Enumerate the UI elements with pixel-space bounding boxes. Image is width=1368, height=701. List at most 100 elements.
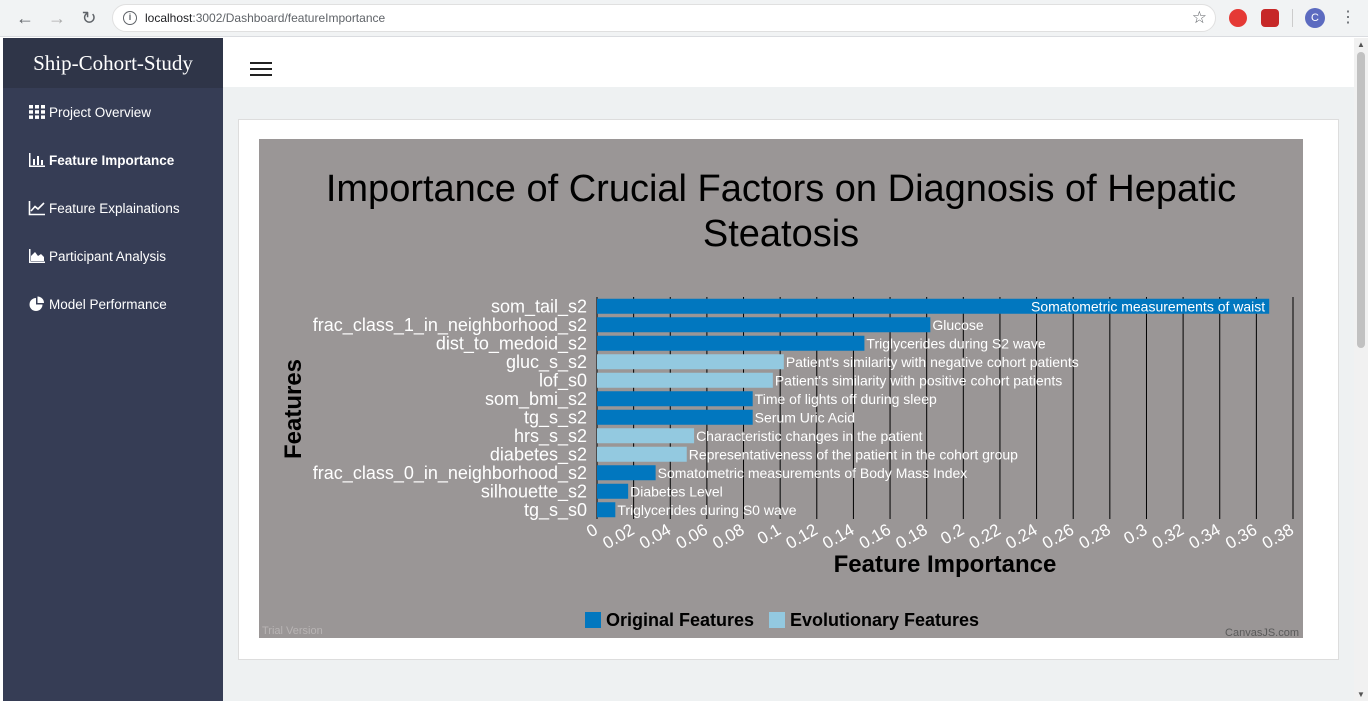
bar <box>597 298 1270 314</box>
bar <box>597 372 773 388</box>
page-scrollbar[interactable]: ▲ ▼ <box>1354 38 1368 701</box>
category-label: frac_class_0_in_neighborhood_s2 <box>313 463 587 484</box>
data-label: Somatometric measurements of waist <box>1031 298 1265 314</box>
data-label: Patient's similarity with positive cohor… <box>775 372 1062 388</box>
legend-label: Evolutionary Features <box>790 610 979 630</box>
opera-extension-icon[interactable] <box>1229 9 1247 27</box>
data-label: Diabetes Level <box>630 483 723 499</box>
legend-label: Original Features <box>606 610 754 630</box>
data-label: Somatometric measurements of Body Mass I… <box>658 465 968 481</box>
x-tick-label: 0.02 <box>599 520 637 553</box>
sidebar-item-participant-analysis[interactable]: Participant Analysis <box>3 232 223 280</box>
area-chart-icon <box>28 248 46 264</box>
data-label: Triglycerides during S2 wave <box>866 335 1045 351</box>
category-label: som_bmi_s2 <box>485 389 587 410</box>
x-tick-label: 0.34 <box>1186 520 1224 553</box>
data-label: Glucose <box>932 317 984 333</box>
x-tick-label: 0.24 <box>1002 520 1040 553</box>
data-label: Characteristic changes in the patient <box>696 428 923 444</box>
bar <box>597 465 656 481</box>
x-tick-label: 0.14 <box>819 520 857 553</box>
sidebar-item-label: Participant Analysis <box>49 248 167 264</box>
watermark-left: Trial Version <box>262 625 323 637</box>
scroll-thumb[interactable] <box>1357 52 1365 348</box>
x-tick-label: 0.08 <box>709 520 747 553</box>
pie-chart-icon <box>28 296 46 312</box>
sidebar-item-label: Feature Importance <box>49 152 175 168</box>
legend-swatch <box>769 612 785 628</box>
sidebar-item-project-overview[interactable]: Project Overview <box>3 88 223 136</box>
data-label: Patient's similarity with negative cohor… <box>786 354 1079 370</box>
x-tick-label: 0.1 <box>754 520 784 548</box>
x-tick-label: 0.36 <box>1222 520 1260 553</box>
x-tick-label: 0.18 <box>893 520 931 553</box>
category-label: gluc_s_s2 <box>506 352 587 373</box>
sidebar-item-label: Feature Explainations <box>49 200 180 216</box>
legend-swatch <box>585 612 601 628</box>
scroll-up-arrow-icon[interactable]: ▲ <box>1357 40 1365 49</box>
reload-icon[interactable]: ↻ <box>81 7 97 28</box>
x-tick-label: 0.38 <box>1259 520 1297 553</box>
brand-title[interactable]: Ship-Cohort-Study <box>3 38 223 88</box>
top-navbar <box>223 38 1354 87</box>
scroll-down-arrow-icon[interactable]: ▼ <box>1357 690 1365 699</box>
back-arrow-icon[interactable]: ← <box>16 7 34 28</box>
chart-title: Importance of Crucial Factors on Diagnos… <box>325 168 1237 255</box>
extension-icon[interactable] <box>1261 9 1279 27</box>
url-path: :3002/Dashboard/featureImportance <box>192 11 386 25</box>
chart-canvas: som_tail_s2 Somatometric measurements of … <box>262 296 1299 638</box>
x-tick-label: 0.22 <box>966 520 1004 553</box>
forward-arrow-icon[interactable]: → <box>48 7 66 28</box>
grid-icon <box>28 104 46 120</box>
x-tick-label: 0.04 <box>636 520 674 553</box>
x-tick-label: 0.12 <box>783 520 821 553</box>
category-label: lof_s0 <box>539 370 587 391</box>
data-label: Time of lights off during sleep <box>755 391 937 407</box>
sidebar: Ship-Cohort-Study Project Overview Featu… <box>3 38 223 701</box>
category-label: hrs_s_s2 <box>514 426 587 447</box>
address-bar[interactable]: i localhost:3002/Dashboard/featureImport… <box>112 4 1216 32</box>
data-label: Representativeness of the patient in the… <box>689 446 1018 462</box>
category-label: dist_to_medoid_s2 <box>436 333 587 354</box>
bar <box>597 483 629 499</box>
url-text[interactable]: localhost:3002/Dashboard/featureImportan… <box>145 11 385 25</box>
bar <box>597 446 687 462</box>
sidebar-item-feature-explainations[interactable]: Feature Explainations <box>3 184 223 232</box>
x-tick-label: 0 <box>583 520 601 541</box>
watermark-right: CanvasJS.com <box>1225 627 1299 638</box>
y-axis-title: Features <box>280 359 307 459</box>
sidebar-item-label: Model Performance <box>49 296 167 312</box>
sidebar-item-label: Project Overview <box>49 104 152 120</box>
hamburger-menu-icon[interactable] <box>250 62 272 78</box>
sidebar-item-feature-importance[interactable]: Feature Importance <box>3 136 223 184</box>
x-tick-label: 0.3 <box>1121 520 1151 548</box>
bar <box>597 391 753 407</box>
bar <box>597 317 931 333</box>
data-label: Triglycerides during S0 wave <box>617 502 796 518</box>
bar <box>597 335 865 351</box>
category-label: tg_s_s0 <box>524 500 587 521</box>
x-axis-title: Feature Importance <box>834 551 1057 578</box>
bar <box>597 409 753 425</box>
x-tick-label: 0.26 <box>1039 520 1077 553</box>
bar <box>597 428 695 444</box>
category-label: som_tail_s2 <box>491 296 587 317</box>
x-tick-label: 0.28 <box>1076 520 1114 553</box>
profile-avatar[interactable]: C <box>1305 8 1325 28</box>
browser-toolbar: ← → ↻ i localhost:3002/Dashboard/feature… <box>0 0 1368 37</box>
line-chart-icon <box>28 200 46 216</box>
bar <box>597 502 616 518</box>
bookmark-star-icon[interactable]: ☆ <box>1191 8 1207 27</box>
bar <box>597 354 784 370</box>
category-label: silhouette_s2 <box>481 481 587 502</box>
category-label: tg_s_s2 <box>524 407 587 428</box>
feature-importance-chart: Importance of Crucial Factors on Diagnos… <box>259 139 1303 638</box>
site-info-icon[interactable]: i <box>123 11 137 25</box>
x-tick-label: 0.32 <box>1149 520 1187 553</box>
category-label: frac_class_1_in_neighborhood_s2 <box>313 315 587 336</box>
toolbar-divider <box>1292 9 1293 27</box>
sidebar-item-model-performance[interactable]: Model Performance <box>3 280 223 328</box>
more-vertical-icon[interactable]: ⋮ <box>1340 9 1356 26</box>
bar-chart-icon <box>28 152 46 168</box>
data-label: Serum Uric Acid <box>755 409 855 425</box>
